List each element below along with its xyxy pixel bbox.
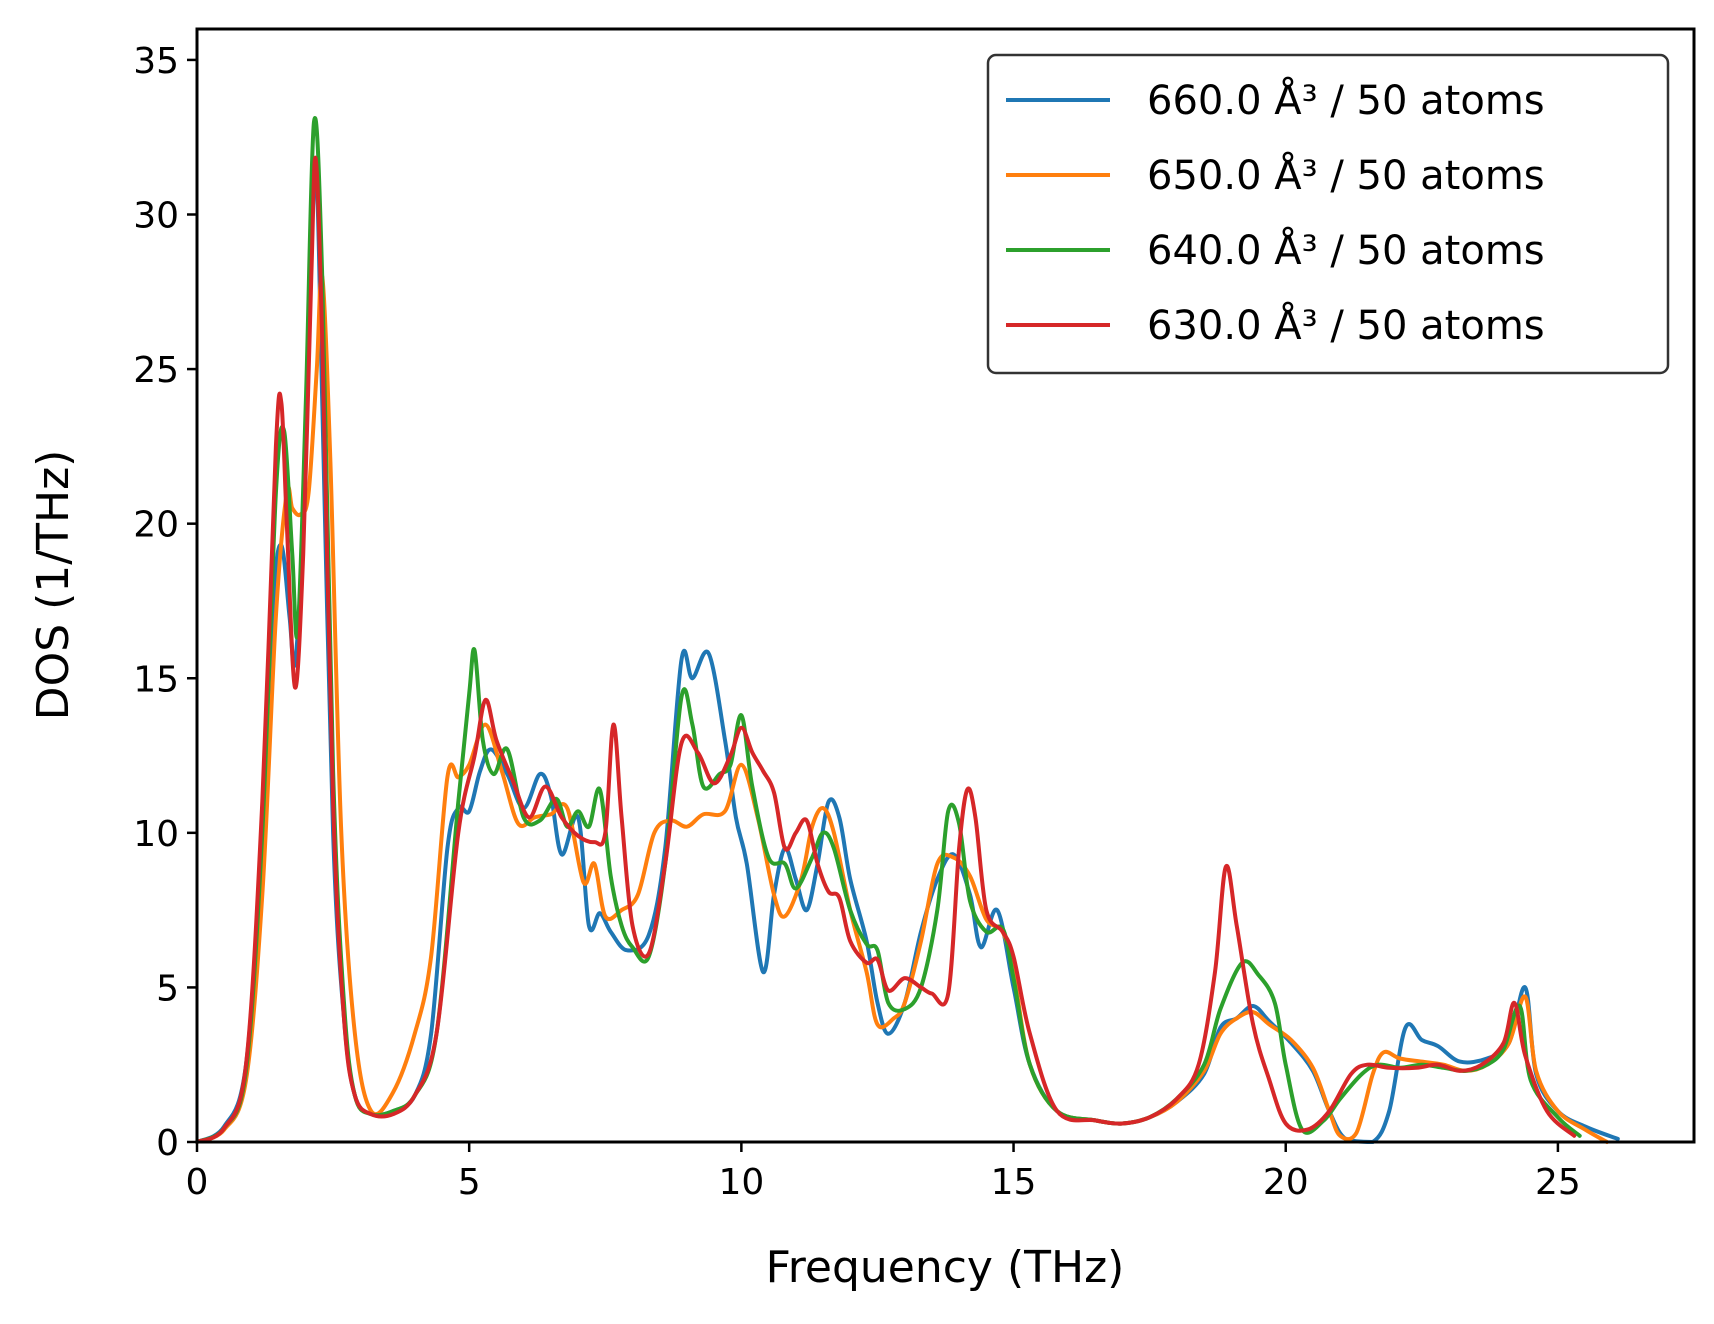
x-tick-label: 25 [1535,1162,1581,1203]
axis-ticks: 0 5 10 15 20 25 0 5 10 15 20 25 30 35 [133,41,1581,1203]
legend: 660.0 Å³ / 50 atoms 650.0 Å³ / 50 atoms 64… [986,53,1670,375]
legend-label-2: 640.0 Å³ / 50 atoms [1147,226,1545,274]
x-axis-label: Frequency (THz) [766,1242,1125,1293]
series-line-3 [195,155,1577,1144]
x-tick-label: 20 [1263,1162,1309,1203]
y-tick-label: 5 [156,968,179,1009]
legend-entries: 660.0 Å³ / 50 atoms 650.0 Å³ / 50 atoms 64… [1006,76,1545,349]
x-tick-label: 5 [458,1162,481,1203]
axes-frame [195,27,1696,1144]
x-tick-label: 10 [718,1162,764,1203]
y-axis-label: DOS (1/THz) [28,450,79,721]
y-tick-label: 20 [133,505,179,546]
y-tick-label: 30 [133,196,179,237]
y-tick-label: 15 [133,659,179,700]
legend-label-3: 630.0 Å³ / 50 atoms [1147,301,1545,349]
legend-label-1: 650.0 Å³ / 50 atoms [1147,151,1545,199]
legend-label-0: 660.0 Å³ / 50 atoms [1147,76,1545,124]
y-tick-label: 10 [133,814,179,855]
y-tick-label: 0 [156,1123,179,1164]
x-tick-label: 15 [991,1162,1037,1203]
legend-box [986,53,1670,375]
y-tick-label: 35 [133,41,179,82]
x-tick-label: 0 [186,1162,209,1203]
series-line-1 [195,272,1609,1144]
y-tick-label: 25 [133,350,179,391]
series-lines [195,116,1620,1144]
